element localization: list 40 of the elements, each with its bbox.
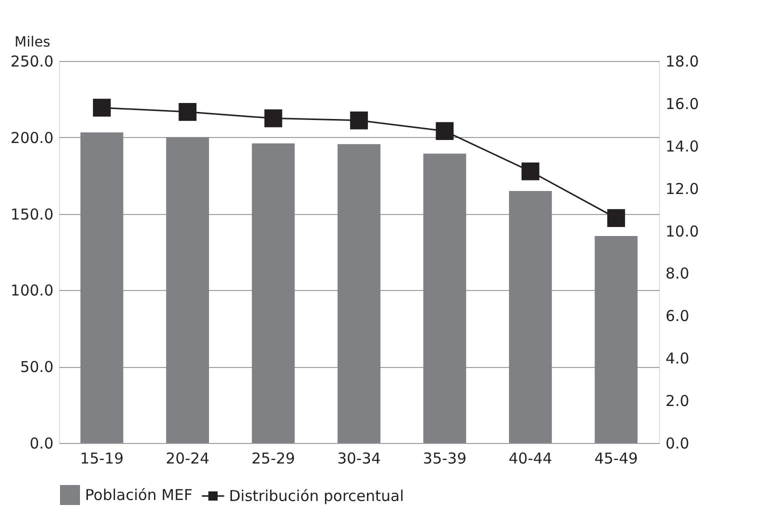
point bbox=[436, 122, 454, 140]
bar bbox=[423, 154, 466, 443]
x-tick-label: 20-24 bbox=[166, 450, 210, 468]
point bbox=[607, 209, 626, 227]
y2-tick-label: 10.0 bbox=[666, 222, 699, 240]
x-tick-label: 25-29 bbox=[251, 450, 296, 468]
y2-tick-label: 6.0 bbox=[666, 307, 690, 326]
point bbox=[350, 112, 368, 130]
y2-tick-label: 12.0 bbox=[666, 180, 699, 198]
bar bbox=[80, 132, 124, 443]
point bbox=[178, 103, 196, 121]
y-tick-label: 100.0 bbox=[10, 282, 54, 300]
y2-tick-label: 14.0 bbox=[666, 137, 699, 156]
x-tick-label: 40-44 bbox=[508, 450, 552, 468]
y-tick-label: 0.0 bbox=[30, 434, 54, 452]
x-tick-label: 30-34 bbox=[337, 450, 381, 468]
point bbox=[522, 162, 540, 180]
x-tick-label: 35-39 bbox=[422, 450, 467, 468]
point bbox=[92, 98, 111, 117]
bar bbox=[338, 144, 380, 443]
y2-tick-label: 4.0 bbox=[666, 350, 690, 368]
y2-tick-label: 0.0 bbox=[666, 434, 690, 452]
y2-tick-label: 16.0 bbox=[666, 94, 699, 113]
y2-tick-label: 2.0 bbox=[666, 392, 690, 410]
x-tick-label: 45-49 bbox=[594, 450, 638, 468]
legend-label: Distribución porcentual bbox=[229, 487, 404, 505]
bar bbox=[594, 236, 638, 443]
x-tick-label: 15-19 bbox=[80, 450, 124, 468]
y2-tick-label: 8.0 bbox=[666, 264, 690, 283]
y2-tick-label: 18.0 bbox=[666, 52, 699, 70]
legend-label: Población MEF bbox=[85, 486, 192, 504]
y-tick-label: 200.0 bbox=[10, 128, 54, 147]
point bbox=[264, 109, 282, 128]
bar bbox=[166, 137, 209, 443]
bar bbox=[252, 143, 295, 443]
bar bbox=[509, 191, 552, 443]
y-axis-title: Miles bbox=[14, 34, 50, 50]
y-tick-label: 50.0 bbox=[20, 358, 54, 376]
y-tick-label: 150.0 bbox=[10, 205, 54, 224]
y-tick-label: 250.0 bbox=[10, 52, 54, 70]
